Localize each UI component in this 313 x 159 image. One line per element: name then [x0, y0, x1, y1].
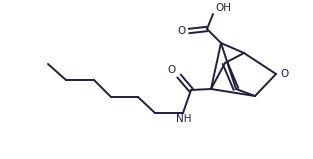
Text: O: O — [280, 69, 288, 79]
Text: NH: NH — [176, 114, 192, 124]
Text: OH: OH — [215, 3, 231, 13]
Text: O: O — [168, 65, 176, 75]
Text: O: O — [178, 26, 186, 36]
